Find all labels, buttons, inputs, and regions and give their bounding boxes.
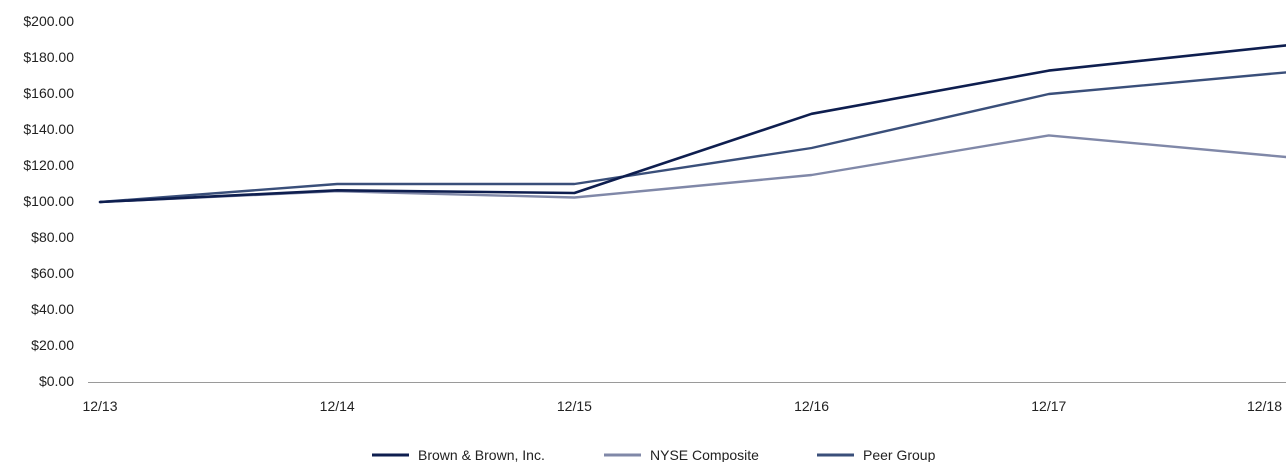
series-lines bbox=[98, 44, 1286, 204]
series-line bbox=[98, 44, 1286, 204]
x-tick-label: 12/17 bbox=[1031, 398, 1066, 414]
y-tick-label: $0.00 bbox=[39, 373, 74, 389]
y-tick-label: $140.00 bbox=[23, 121, 74, 137]
x-tick-label: 12/15 bbox=[557, 398, 592, 414]
legend-label: Brown & Brown, Inc. bbox=[418, 447, 545, 462]
x-tick-label: 12/13 bbox=[82, 398, 117, 414]
y-tick-label: $80.00 bbox=[31, 229, 74, 245]
y-tick-label: $20.00 bbox=[31, 337, 74, 353]
x-axis-ticks: 12/13 12/14 12/15 12/16 12/17 12/18 bbox=[82, 398, 1282, 414]
y-tick-label: $60.00 bbox=[31, 265, 74, 281]
y-tick-label: $40.00 bbox=[31, 301, 74, 317]
x-tick-label: 12/18 bbox=[1247, 398, 1282, 414]
y-tick-label: $200.00 bbox=[23, 13, 74, 29]
y-tick-label: $120.00 bbox=[23, 157, 74, 173]
y-tick-label: $180.00 bbox=[23, 49, 74, 65]
y-axis-ticks: $0.00 $20.00 $40.00 $60.00 $80.00 $100.00 $120… bbox=[23, 13, 74, 389]
legend-label: NYSE Composite bbox=[650, 447, 759, 462]
y-tick-label: $160.00 bbox=[23, 85, 74, 101]
legend-label: Peer Group bbox=[863, 447, 936, 462]
x-tick-label: 12/14 bbox=[320, 398, 355, 414]
y-tick-label: $100.00 bbox=[23, 193, 74, 209]
series-line bbox=[98, 71, 1286, 204]
legend: Brown & Brown, Inc. NYSE Composite Peer Gr… bbox=[372, 447, 936, 462]
x-tick-label: 12/16 bbox=[794, 398, 829, 414]
